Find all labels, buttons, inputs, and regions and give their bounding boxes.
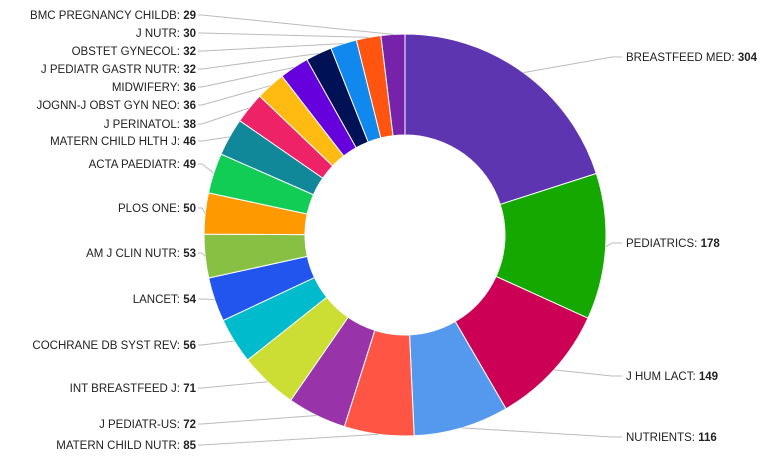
leader-line-lancet	[198, 298, 215, 301]
slice-label-value: 50	[183, 203, 196, 215]
slice-label-value: 36	[183, 82, 196, 94]
slice-label-value: 178	[701, 238, 721, 250]
leader-line-bmc-pregnancy-childb	[198, 14, 393, 35]
slice-label-value: 38	[183, 119, 196, 131]
slice-label-value: 36	[183, 100, 196, 112]
slice-label-value: 85	[183, 440, 196, 452]
slice-label-obstet-gynecol: OBSTET GYNECOL: 32	[72, 46, 196, 58]
slice-label-name: BMC PREGNANCY CHILDB:	[30, 10, 183, 22]
slice-label-value: 29	[183, 10, 196, 22]
slice-label-name: INT BREASTFEED J:	[70, 383, 184, 395]
slice-label-name: J NUTR:	[136, 28, 183, 40]
leader-line-int-breastfeed-j	[198, 381, 268, 389]
slice-label-name: J PEDIATR-US:	[99, 419, 183, 431]
slice-label-j-nutr: J NUTR: 30	[136, 28, 196, 40]
leader-line-matern-child-hlth-j	[198, 136, 230, 142]
slice-label-jognn-j-obst-gyn-neo: JOGNN-J OBST GYN NEO: 36	[36, 100, 196, 112]
slice-label-name: JOGNN-J OBST GYN NEO:	[36, 100, 183, 112]
slice-label-name: J PEDIATR GASTR NUTR:	[41, 64, 183, 76]
slice-label-name: ACTA PAEDIATR:	[89, 159, 184, 171]
labels-group: BREASTFEED MED: 304 PEDIATRICS: 178 J HUM …	[30, 10, 758, 452]
slice-label-name: BREASTFEED MED:	[626, 52, 738, 64]
leader-line-pediatrics	[605, 242, 622, 248]
slice-label-value: 72	[183, 419, 196, 431]
leader-line-j-hum-lact	[553, 369, 622, 377]
slice-label-bmc-pregnancy-childb: BMC PREGNANCY CHILDB: 29	[30, 10, 196, 22]
slice-label-value: 116	[698, 432, 717, 444]
leader-line-nutrients	[461, 427, 622, 438]
slice-label-value: 56	[183, 340, 196, 352]
leader-line-breastfeed-med	[523, 56, 622, 74]
slice-label-value: 149	[699, 371, 718, 383]
leader-line-cochrane-db-syst-rev	[198, 340, 235, 346]
slice-label-name: MIDWIFERY:	[112, 82, 183, 94]
leader-line-midwifery	[198, 66, 295, 88]
slice-label-j-pediatr-us: J PEDIATR-US: 72	[99, 419, 196, 431]
slice-label-value: 32	[183, 46, 196, 58]
slice-label-name: MATERN CHILD NUTR:	[56, 440, 183, 452]
slice-label-name: J HUM LACT:	[626, 371, 699, 383]
leader-line-obstet-gynecol	[198, 43, 344, 52]
slice-label-pediatrics: PEDIATRICS: 178	[626, 238, 720, 250]
leader-line-j-perinatol	[198, 107, 250, 125]
slice-label-name: PEDIATRICS:	[626, 238, 701, 250]
slice-label-name: MATERN CHILD HLTH J:	[50, 136, 183, 148]
slice-label-value: 54	[183, 294, 196, 306]
slice-label-lancet: LANCET: 54	[133, 294, 197, 306]
slice-label-name: NUTRIENTS:	[626, 432, 698, 444]
leader-line-j-pediatr-gastr-nutr	[198, 52, 319, 70]
slice-label-value: 46	[183, 136, 196, 148]
slice-label-matern-child-nutr: MATERN CHILD NUTR: 85	[56, 440, 196, 452]
slice-label-breastfeed-med: BREASTFEED MED: 304	[626, 52, 758, 64]
slice-label-name: LANCET:	[133, 294, 184, 306]
slice-label-plos-one: PLOS ONE: 50	[118, 203, 196, 215]
slice-label-name: COCHRANE DB SYST REV:	[32, 340, 183, 352]
leader-lines-group	[198, 14, 622, 446]
slice-label-name: AM J CLIN NUTR:	[86, 248, 183, 260]
leader-line-j-nutr	[198, 32, 369, 38]
leader-line-matern-child-nutr	[198, 433, 379, 446]
slice-label-j-pediatr-gastr-nutr: J PEDIATR GASTR NUTR: 32	[41, 64, 196, 76]
slice-label-nutrients: NUTRIENTS: 116	[626, 432, 717, 444]
leader-line-j-pediatr-us	[198, 414, 317, 425]
leader-line-acta-paediatr	[198, 163, 215, 174]
slice-breastfeed-med[interactable]	[404, 33, 597, 206]
leader-line-jognn-j-obst-gyn-neo	[198, 85, 271, 106]
slice-label-midwifery: MIDWIFERY: 36	[112, 82, 196, 94]
slice-label-value: 53	[183, 248, 196, 260]
slice-label-value: 30	[183, 28, 196, 40]
slice-label-value: 49	[183, 159, 196, 171]
slice-label-int-breastfeed-j: INT BREASTFEED J: 71	[70, 383, 197, 395]
slice-label-j-perinatol: J PERINATOL: 38	[104, 119, 197, 131]
slice-label-matern-child-hlth-j: MATERN CHILD HLTH J: 46	[50, 136, 196, 148]
slice-label-cochrane-db-syst-rev: COCHRANE DB SYST REV: 56	[32, 340, 196, 352]
slice-label-name: J PERINATOL:	[104, 119, 183, 131]
slice-label-acta-paediatr: ACTA PAEDIATR: 49	[89, 159, 196, 171]
slice-label-name: OBSTET GYNECOL:	[72, 46, 184, 58]
slice-label-value: 71	[183, 383, 196, 395]
leader-line-plos-one	[198, 207, 206, 214]
slice-label-j-hum-lact: J HUM LACT: 149	[626, 371, 718, 383]
slice-bmc-pregnancy-childb[interactable]	[380, 33, 406, 137]
slice-label-am-j-clin-nutr: AM J CLIN NUTR: 53	[86, 248, 196, 260]
slice-label-value: 304	[738, 52, 758, 64]
slices-group	[203, 33, 607, 437]
slice-label-name: PLOS ONE:	[118, 203, 183, 215]
slice-label-value: 32	[183, 64, 196, 76]
leader-line-am-j-clin-nutr	[198, 252, 206, 257]
